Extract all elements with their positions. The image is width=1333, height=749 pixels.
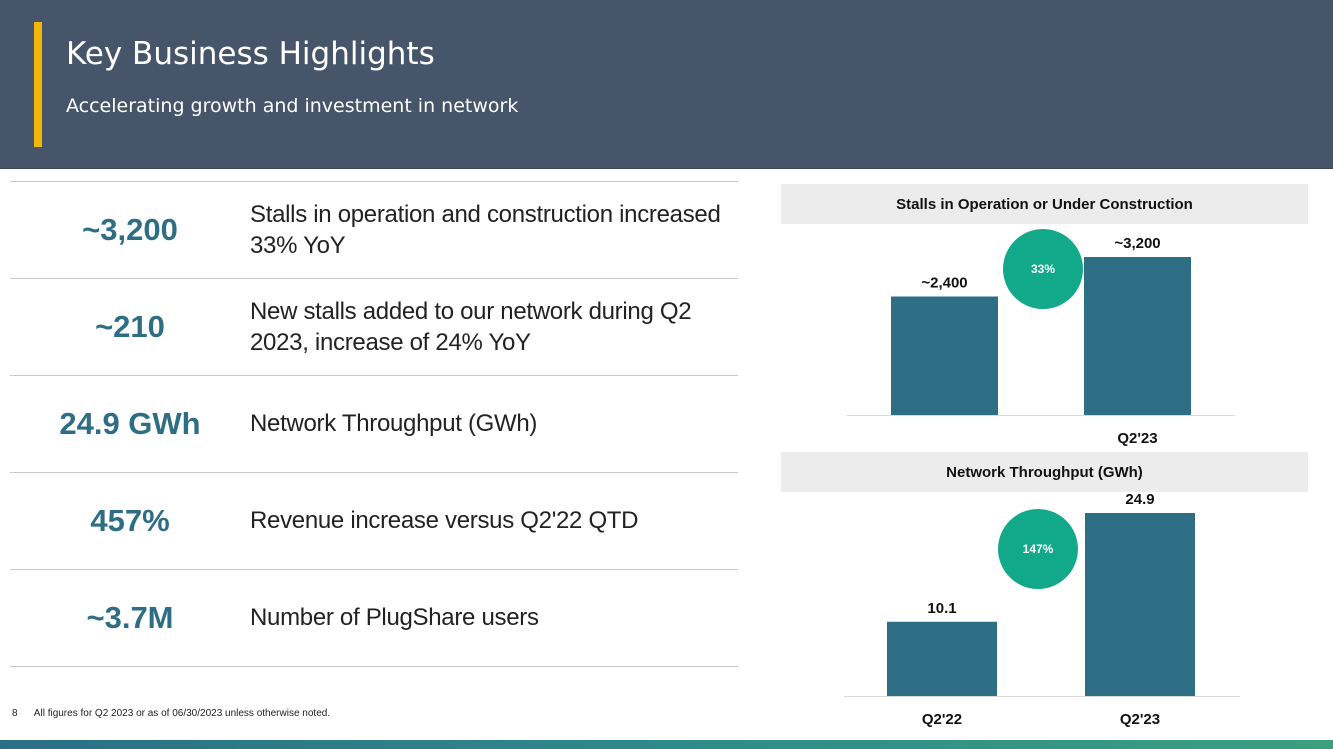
chart-title-stalls: Stalls in Operation or Under Constructio… <box>781 184 1308 224</box>
metric-description: New stalls added to our network during Q… <box>250 297 692 356</box>
accent-bar <box>34 22 42 147</box>
metric-value: ~3,200 <box>82 212 178 247</box>
data-label: 10.1 <box>927 600 956 617</box>
metric-description: Network Throughput (GWh) <box>250 410 538 438</box>
metric-description: Revenue increase versus Q2'22 QTD <box>250 507 639 535</box>
page-number: 8 <box>12 708 18 719</box>
growth-label: 147% <box>1023 542 1054 556</box>
bottom-band <box>0 740 1333 749</box>
growth-circle <box>1003 229 1083 309</box>
metric-row: ~210 New stalls added to our network dur… <box>10 278 738 375</box>
stalls-bar-chart: ~2,400 ~3,200 Q2'23 33% <box>847 229 1235 447</box>
header: Key Business Highlights Accelerating gro… <box>0 0 1333 169</box>
bar <box>1085 513 1195 696</box>
bar <box>887 621 997 696</box>
x-tick-label: Q2'23 <box>1117 430 1157 447</box>
metrics-table: ~3,200 Stalls in operation and construct… <box>10 181 738 667</box>
growth-label: 33% <box>1031 262 1055 276</box>
footnote-text: All figures for Q2 2023 or as of 06/30/2… <box>33 708 331 719</box>
data-label: ~3,200 <box>1114 235 1160 252</box>
metric-row: ~3.7M Number of PlugShare users <box>10 569 738 667</box>
metric-description: Stalls in operation and construction inc… <box>250 200 721 259</box>
data-label: ~2,400 <box>921 275 967 292</box>
metric-value: ~210 <box>95 309 165 344</box>
x-tick-label: Q2'23 <box>1120 711 1160 728</box>
page-subtitle: Accelerating growth and investment in ne… <box>66 95 519 117</box>
x-tick-label: Q2'22 <box>922 711 962 728</box>
metric-value: 457% <box>90 503 170 538</box>
metric-row: 457% Revenue increase versus Q2'22 QTD <box>10 472 738 569</box>
metric-row: 24.9 GWh Network Throughput (GWh) <box>10 375 738 472</box>
data-label: 24.9 <box>1125 492 1154 508</box>
footnote: 8 All figures for Q2 2023 or as of 06/30… <box>12 708 330 719</box>
metric-row: ~3,200 Stalls in operation and construct… <box>10 181 738 278</box>
metric-description: Number of PlugShare users <box>250 604 539 632</box>
throughput-bar-chart: 10.1 Q2'22 24.9 Q2'23 147% <box>844 492 1240 728</box>
metric-value: ~3.7M <box>86 600 174 635</box>
bar <box>891 296 998 415</box>
metric-value: 24.9 GWh <box>59 406 201 441</box>
page-title: Key Business Highlights <box>66 36 435 72</box>
bar <box>1084 257 1191 415</box>
chart-title-throughput: Network Throughput (GWh) <box>781 452 1308 492</box>
growth-circle <box>998 509 1078 589</box>
